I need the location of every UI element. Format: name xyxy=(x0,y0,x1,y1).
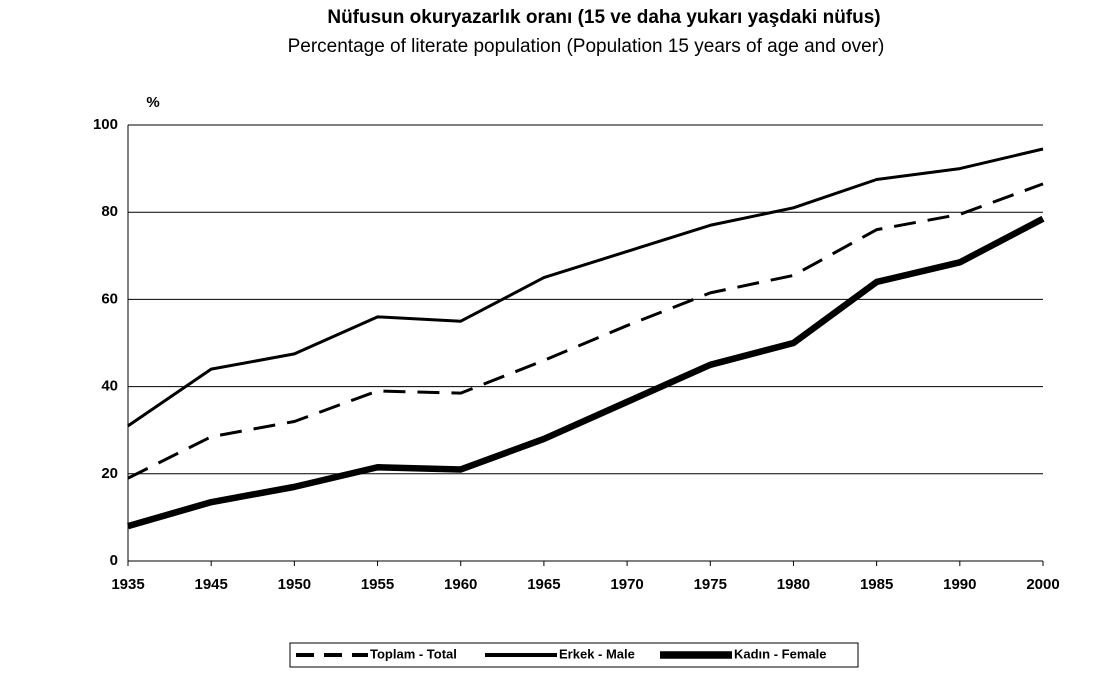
x-tick-label: 1945 xyxy=(194,576,227,593)
x-tick-label: 1950 xyxy=(278,576,311,593)
legend-label: Kadın - Female xyxy=(734,646,826,661)
y-tick-label: 60 xyxy=(101,290,118,307)
x-tick-label: 1935 xyxy=(111,576,144,593)
x-tick-label: 1990 xyxy=(943,576,976,593)
x-tick-label: 1960 xyxy=(444,576,477,593)
y-tick-label: 100 xyxy=(93,116,118,133)
x-tick-label: 2000 xyxy=(1026,576,1059,593)
legend-label: Erkek - Male xyxy=(559,646,635,661)
x-tick-label: 1970 xyxy=(610,576,643,593)
legend-box xyxy=(289,642,859,668)
series-line xyxy=(127,147,1044,428)
y-axis-label: % xyxy=(146,94,159,111)
chart-title: Nüfusun okuryazarlık oranı (15 ve daha y… xyxy=(327,7,880,28)
x-tick-label: 1980 xyxy=(777,576,810,593)
x-tick-label: 1975 xyxy=(694,576,727,593)
series-line xyxy=(127,215,1045,530)
x-tick-label: 1955 xyxy=(361,576,394,593)
y-tick-label: 0 xyxy=(110,552,118,569)
x-tick-label: 1985 xyxy=(860,576,893,593)
series-line xyxy=(127,182,1044,480)
legend-label: Toplam - Total xyxy=(370,646,457,661)
y-tick-label: 80 xyxy=(101,203,118,220)
x-tick-label: 1965 xyxy=(527,576,560,593)
y-tick-label: 40 xyxy=(101,378,118,395)
chart-subtitle: Percentage of literate population (Popul… xyxy=(288,36,885,57)
y-tick-label: 20 xyxy=(101,465,118,482)
